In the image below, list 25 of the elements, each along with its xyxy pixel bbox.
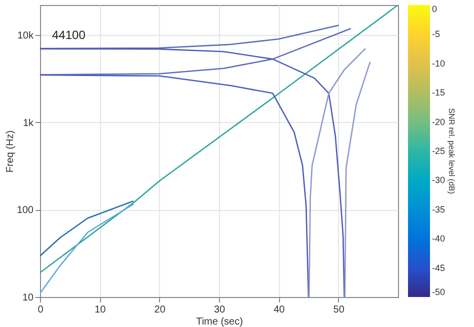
color-bar-label: -5 [432, 29, 440, 40]
x-tick-label: 50 [333, 304, 345, 316]
color-bar-label: -35 [432, 204, 446, 214]
annotation: 44100 [52, 28, 86, 42]
x-tick-label: 0 [38, 304, 44, 316]
color-bar-label: 0 [432, 4, 438, 14]
color-bar-label: -30 [432, 175, 446, 186]
x-tick-label: 20 [154, 304, 166, 316]
y-axis-title: Freq (Hz) [4, 130, 16, 173]
color-bar-label: -20 [432, 116, 446, 127]
color-bar-label: -40 [432, 234, 446, 244]
color-bar-label: -25 [432, 146, 446, 156]
x-tick-label: 40 [274, 304, 286, 316]
color-bar-label: -50 [432, 287, 446, 297]
x-tick-label: 30 [214, 304, 226, 316]
color-bar-label: -45 [432, 262, 446, 273]
color-bar-title: SNR rel. peak level (dB) [447, 108, 456, 194]
color-bar-label: -15 [432, 88, 446, 98]
y-tick-label: 100 [16, 205, 34, 216]
x-tick-label: 10 [94, 304, 106, 316]
color-bar-label: -10 [432, 58, 446, 68]
y-tick-label: 1k [22, 118, 34, 129]
y-tick-label: 10k [17, 30, 34, 42]
y-tick-label: 10 [22, 292, 34, 304]
x-axis-title: Time (sec) [196, 316, 243, 327]
